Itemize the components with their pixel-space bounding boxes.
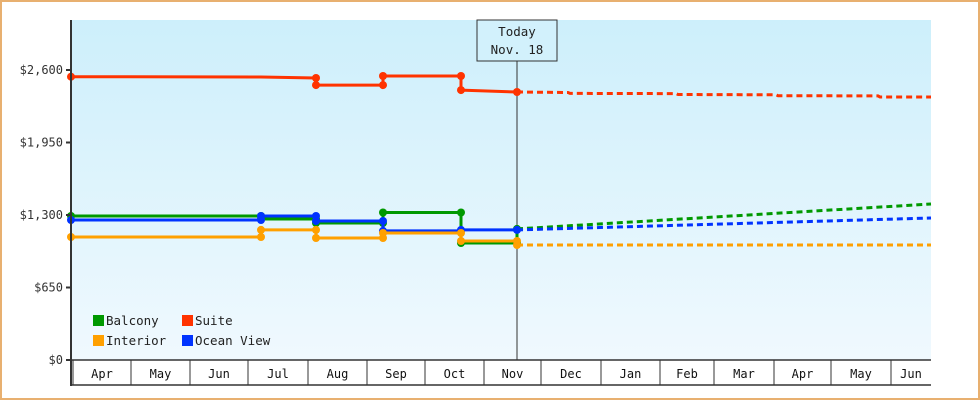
series-suite bbox=[67, 72, 931, 99]
legend-label: Suite bbox=[195, 313, 233, 328]
month-label: Apr bbox=[792, 367, 814, 381]
month-label: Jun bbox=[900, 367, 922, 381]
month-label: Mar bbox=[733, 367, 755, 381]
legend-item-balcony[interactable]: Balcony bbox=[93, 313, 159, 328]
data-point-marker bbox=[513, 88, 521, 96]
month-label: Jan bbox=[620, 367, 642, 381]
legend-item-suite[interactable]: Suite bbox=[182, 313, 233, 328]
month-label: Jul bbox=[267, 367, 289, 381]
data-point-marker bbox=[513, 225, 521, 234]
data-point-marker bbox=[257, 212, 265, 220]
data-point-marker bbox=[457, 72, 465, 80]
month-label: Oct bbox=[444, 367, 466, 381]
data-point-marker bbox=[312, 234, 320, 242]
legend: Balcony Suite Interior Ocean View bbox=[93, 313, 271, 348]
legend-label: Ocean View bbox=[195, 333, 271, 348]
data-point-marker bbox=[513, 241, 521, 249]
forecast-line-balcony bbox=[516, 202, 932, 231]
legend-item-interior[interactable]: Interior bbox=[93, 333, 167, 348]
month-label: May bbox=[850, 367, 872, 381]
legend-swatch bbox=[182, 335, 193, 346]
data-point-marker bbox=[312, 74, 320, 82]
legend-swatch bbox=[93, 335, 104, 346]
forecast-line-suite bbox=[516, 90, 931, 99]
legend-label: Balcony bbox=[106, 313, 159, 328]
data-point-marker bbox=[257, 233, 265, 241]
y-tick-label: $0 bbox=[49, 353, 63, 367]
legend-item-ocean-view[interactable]: Ocean View bbox=[182, 333, 271, 348]
legend-label: Interior bbox=[106, 333, 167, 348]
plot-area bbox=[72, 20, 931, 360]
series-layer bbox=[67, 72, 932, 249]
y-tick-label: $1,300 bbox=[20, 208, 63, 222]
y-tick-label: $1,950 bbox=[20, 136, 63, 150]
data-point-marker bbox=[457, 229, 465, 237]
data-point-marker bbox=[379, 81, 387, 90]
today-box bbox=[476, 19, 558, 62]
today-label: Today bbox=[498, 24, 536, 39]
x-axis: Apr May Jun Jul Aug Sep Oct Nov Dec Jan Feb Mar Apr M… bbox=[71, 359, 931, 386]
month-label: Nov bbox=[502, 367, 524, 381]
month-label: Dec bbox=[560, 367, 582, 381]
legend-swatch bbox=[182, 315, 193, 326]
data-point-marker bbox=[379, 208, 387, 217]
data-point-marker bbox=[257, 225, 265, 234]
y-axis: $0 $650 $1,300 $1,950 $2,600 bbox=[20, 20, 72, 386]
data-point-marker bbox=[312, 81, 320, 90]
data-point-marker bbox=[457, 208, 465, 217]
today-marker: Today Nov. 18 bbox=[476, 19, 558, 360]
month-label: Apr bbox=[91, 367, 113, 381]
month-label: May bbox=[150, 367, 172, 381]
data-point-marker bbox=[379, 72, 387, 80]
data-point-marker bbox=[379, 217, 387, 225]
today-date: Nov. 18 bbox=[491, 42, 544, 57]
data-point-marker bbox=[379, 229, 387, 237]
data-point-marker bbox=[457, 237, 465, 245]
legend-swatch bbox=[93, 315, 104, 326]
month-label: Aug bbox=[327, 367, 349, 381]
y-tick-label: $2,600 bbox=[20, 63, 63, 77]
data-point-marker bbox=[312, 217, 320, 225]
month-label: Sep bbox=[385, 367, 407, 381]
forecast-line-ocean-view bbox=[516, 216, 932, 232]
data-point-marker bbox=[457, 86, 465, 95]
data-point-marker bbox=[312, 225, 320, 234]
y-tick-label: $650 bbox=[34, 281, 63, 295]
series-interior bbox=[67, 225, 931, 249]
month-label: Jun bbox=[208, 367, 230, 381]
month-label: Feb bbox=[676, 367, 698, 381]
